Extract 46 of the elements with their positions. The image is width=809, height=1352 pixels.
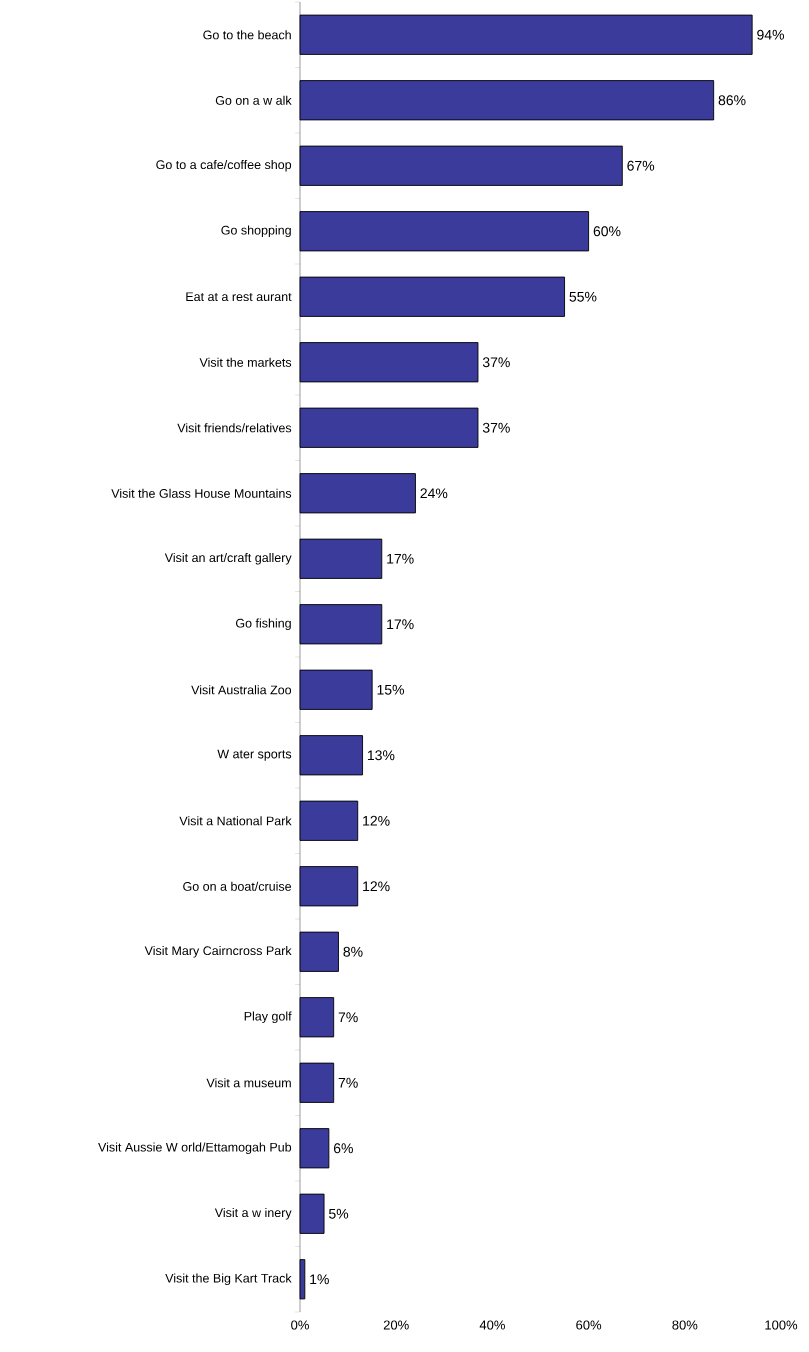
y-tick-label: Visit Mary Cairncross Park <box>144 945 292 958</box>
data-label: 12% <box>363 881 390 892</box>
y-tick-label: Visit Australia Zoo <box>191 685 292 695</box>
data-label: 15% <box>377 684 405 695</box>
y-tick-label: Visit friends/relatives <box>177 423 292 433</box>
data-label: 86% <box>718 95 746 106</box>
y-tick-label: Go to a cafe/coffee shop <box>156 159 292 172</box>
data-label: 13% <box>367 750 395 761</box>
y-tick-label: Visit Aussie W orld/Ettamogah Pub <box>98 1142 292 1155</box>
y-tick-label: Go fishing <box>235 618 291 631</box>
y-tick-label: Eat at a rest aurant <box>186 292 292 302</box>
y-tick-label: Go on a boat/cruise <box>183 881 292 891</box>
y-tick-label: Go on a w alk <box>215 95 292 105</box>
y-tick-label: Go shopping <box>221 225 291 238</box>
data-label: 37% <box>482 357 510 368</box>
data-label: 17% <box>387 553 414 564</box>
x-tick-label: 0% <box>291 1320 309 1330</box>
data-label: 7% <box>338 1077 358 1088</box>
y-tick-label: Visit a w inery <box>214 1207 292 1220</box>
data-label: 17% <box>387 619 414 630</box>
data-label: 6% <box>333 1143 353 1154</box>
data-label: 1% <box>310 1274 329 1285</box>
data-label: 8% <box>343 946 363 957</box>
data-label: 5% <box>328 1208 349 1219</box>
x-tick-label: 80% <box>672 1320 698 1330</box>
y-tick-label: Visit an art/craft gallery <box>164 552 292 565</box>
y-tick-label: Visit the markets <box>199 357 292 367</box>
y-tick-label: W ater sports <box>217 749 292 761</box>
y-tick-label: Visit the Big Kart Track <box>165 1273 292 1286</box>
x-tick-label: 100% <box>765 1320 798 1330</box>
y-tick-label: Visit a museum <box>206 1078 291 1088</box>
data-label: 37% <box>482 422 510 433</box>
data-label: 7% <box>338 1012 358 1023</box>
y-tick-label: Play golf <box>244 1011 292 1024</box>
data-label: 60% <box>593 226 621 237</box>
x-tick-label: 40% <box>479 1320 505 1330</box>
data-label: 12% <box>363 815 390 826</box>
y-tick-label: Go to the beach <box>203 30 291 40</box>
x-tick-label: 60% <box>576 1320 602 1330</box>
data-label: 55% <box>569 291 597 302</box>
data-label: 94% <box>757 29 785 40</box>
y-tick-label: Visit a National Park <box>179 816 292 826</box>
x-tick-label: 20% <box>383 1320 409 1330</box>
data-label: 24% <box>420 488 448 499</box>
data-label: 67% <box>627 160 655 171</box>
y-tick-label: Visit the Glass House Mountains <box>111 488 292 498</box>
